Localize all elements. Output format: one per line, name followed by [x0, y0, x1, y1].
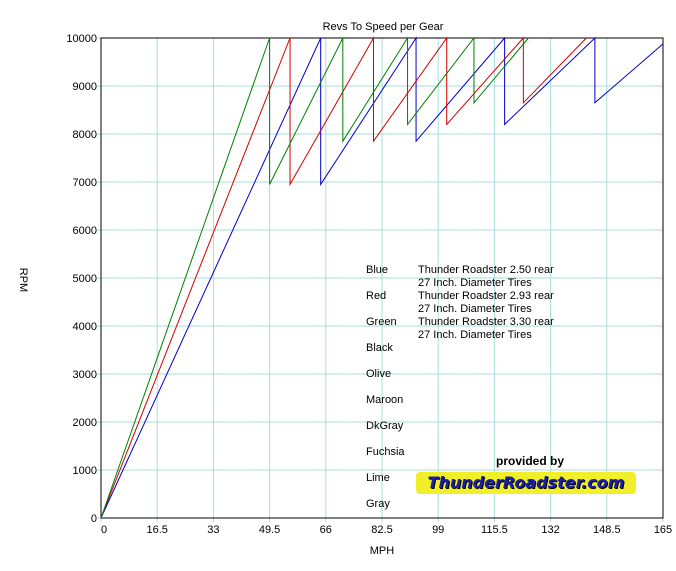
brand-logo: ThunderRoadster.com — [416, 472, 636, 494]
legend-color-name: Olive — [366, 368, 392, 380]
x-tick-label: 99 — [432, 524, 444, 536]
series-line-blue — [100, 36, 664, 519]
y-tick-label: 9000 — [73, 81, 97, 93]
y-axis-title: RPM — [17, 268, 29, 292]
series-line-red — [100, 36, 587, 519]
x-tick-label: 148.5 — [593, 524, 621, 536]
x-tick-label: 82.5 — [371, 524, 392, 536]
y-tick-label: 0 — [91, 513, 97, 525]
legend-color-name: Red — [366, 290, 387, 302]
legend-color-name: Green — [366, 316, 397, 328]
legend-color-name: Lime — [366, 472, 390, 484]
legend-description: Thunder Roadster 2.50 rear 27 Inch. Diame… — [418, 264, 554, 289]
legend-description: Thunder Roadster 3.30 rear 27 Inch. Diame… — [418, 316, 554, 341]
x-tick-label: 49.5 — [259, 524, 280, 536]
y-tick-label: 4000 — [73, 321, 97, 333]
x-tick-label: 66 — [320, 524, 332, 536]
x-tick-label: 115.5 — [481, 524, 508, 536]
series-line-green — [100, 36, 529, 519]
credit-badge: provided by ThunderRoadster.com — [416, 452, 638, 496]
x-axis-title: MPH — [370, 545, 395, 557]
legend-color-name: Fuchsia — [366, 446, 405, 458]
chart-title: Revs To Speed per Gear — [323, 21, 444, 33]
y-tick-label: 7000 — [73, 177, 97, 189]
y-tick-label: 6000 — [73, 225, 97, 237]
x-tick-label: 165 — [654, 524, 672, 536]
x-tick-label: 33 — [207, 524, 219, 536]
y-tick-label: 5000 — [73, 273, 97, 285]
legend-color-name: Maroon — [366, 394, 404, 406]
tick-labels: 0 16.5 33 49.5 66 82.5 99 115.5 132 148.5 165 0 1000… — [66, 33, 672, 536]
series-layer — [100, 36, 664, 519]
y-tick-label: 2000 — [73, 417, 97, 429]
legend-color-name: DkGray — [366, 420, 404, 432]
x-tick-label: 0 — [101, 524, 107, 536]
legend-description: Thunder Roadster 2.93 rear 27 Inch. Diame… — [418, 290, 554, 315]
y-tick-label: 10000 — [66, 33, 97, 45]
legend-color-name: Black — [366, 342, 393, 354]
x-tick-label: 16.5 — [146, 524, 167, 536]
provided-by-text: provided by — [496, 454, 565, 468]
legend-color-name: Blue — [366, 264, 389, 276]
y-tick-label: 8000 — [73, 129, 97, 141]
y-tick-label: 1000 — [73, 465, 97, 477]
plot-frame — [100, 37, 664, 519]
x-tick-label: 132 — [541, 524, 559, 536]
legend-color-name: Gray — [366, 498, 390, 510]
y-tick-label: 3000 — [73, 369, 97, 381]
